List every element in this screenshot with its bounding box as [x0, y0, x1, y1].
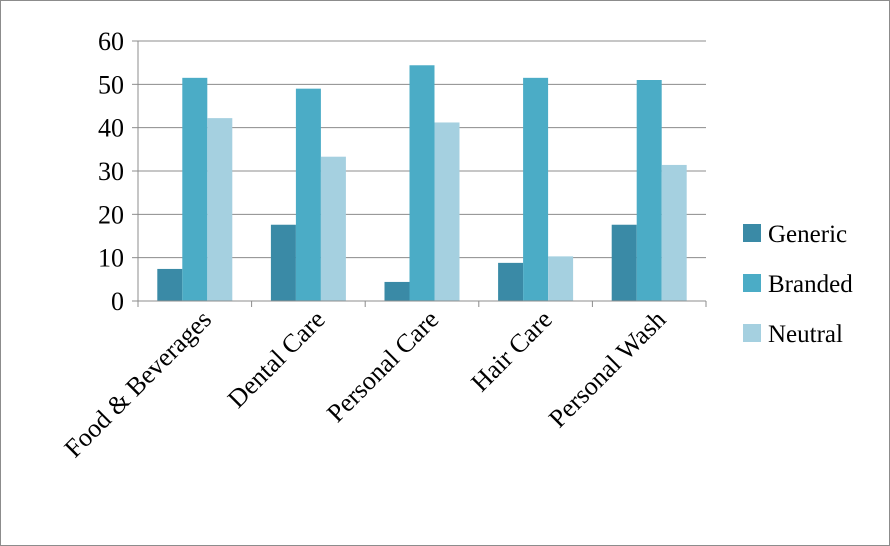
y-tick-label: 30: [98, 157, 124, 186]
axes: [132, 40, 707, 307]
bar-generic: [611, 224, 637, 301]
y-tick-labels: 0 10 20 30 40 50 60: [98, 27, 124, 316]
bar-generic: [270, 224, 296, 301]
bar-neutral: [207, 118, 233, 301]
legend-label-neutral: Neutral: [768, 321, 843, 348]
bar-branded: [295, 88, 321, 302]
bar-neutral: [320, 156, 346, 301]
legend-label-branded: Branded: [768, 271, 853, 298]
x-category-label: Personal Wash: [543, 305, 671, 433]
bars: [157, 65, 687, 302]
bar-branded: [409, 65, 435, 302]
legend: Generic Branded Neutral: [743, 221, 853, 348]
x-category-label: Hair Care: [465, 305, 557, 397]
legend-label-generic: Generic: [768, 221, 847, 248]
bar-branded: [523, 77, 549, 301]
x-category-label: Personal Care: [321, 305, 444, 428]
legend-swatch-neutral: [743, 324, 761, 342]
y-tick-label: 50: [98, 70, 124, 99]
bar-neutral: [434, 122, 460, 301]
bar-branded: [182, 77, 208, 301]
y-tick-label: 0: [111, 287, 124, 316]
y-tick-label: 60: [98, 27, 124, 56]
x-category-label: Dental Care: [222, 305, 331, 414]
bar-generic: [157, 268, 183, 301]
bar-neutral: [548, 256, 574, 301]
bar-generic: [384, 281, 410, 301]
y-tick-label: 10: [98, 244, 124, 273]
legend-swatch-generic: [743, 224, 761, 242]
y-tick-label: 40: [98, 114, 124, 143]
bar-generic: [498, 262, 524, 301]
bar-branded: [636, 80, 662, 301]
legend-swatch-branded: [743, 274, 761, 292]
x-category-label: Food & Beverages: [59, 305, 217, 463]
y-tick-label: 20: [98, 200, 124, 229]
bar-neutral: [661, 164, 687, 301]
